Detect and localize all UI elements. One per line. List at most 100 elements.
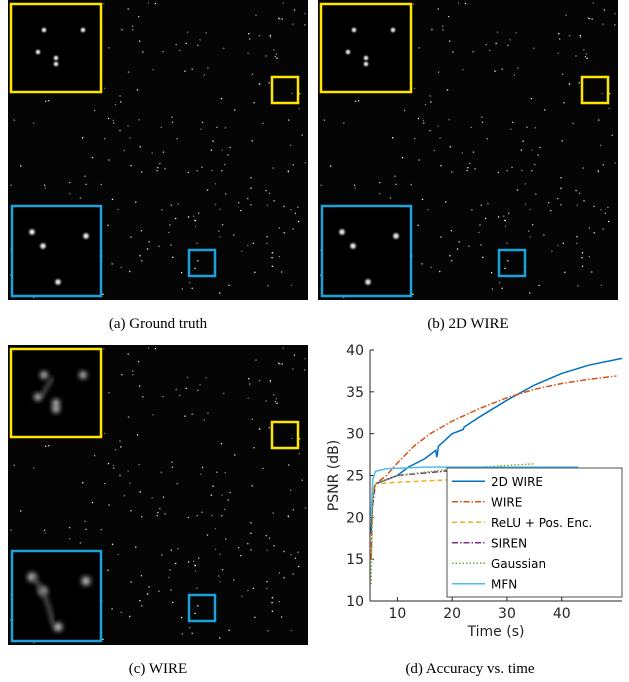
star: [157, 512, 158, 513]
star: [276, 398, 277, 399]
star: [254, 617, 255, 618]
y-axis-label: PSNR (dB): [326, 440, 342, 511]
star: [186, 388, 187, 389]
star: [491, 272, 492, 273]
star: [295, 213, 296, 214]
star: [581, 257, 582, 258]
star: [302, 135, 303, 136]
star: [379, 182, 380, 183]
star: [170, 589, 171, 590]
star: [234, 454, 235, 455]
star: [163, 151, 164, 152]
star: [279, 572, 280, 573]
star: [559, 38, 560, 39]
star: [228, 630, 229, 631]
star: [215, 204, 216, 205]
star: [297, 552, 298, 553]
star: [161, 209, 162, 210]
star: [294, 9, 295, 10]
legend-label: WIRE: [491, 495, 522, 509]
star: [586, 53, 587, 54]
star: [450, 146, 451, 147]
star: [156, 515, 157, 516]
star: [137, 89, 138, 90]
legend-label: Gaussian: [491, 557, 546, 571]
star: [247, 590, 248, 591]
star: [225, 538, 226, 539]
star: [135, 546, 136, 547]
star: [283, 551, 284, 552]
inset-star: [348, 241, 358, 251]
star: [479, 224, 480, 225]
star: [270, 380, 271, 381]
inset-star: [350, 26, 358, 34]
star: [448, 119, 449, 120]
star: [266, 243, 267, 244]
star: [439, 271, 440, 272]
star: [583, 49, 584, 50]
star: [240, 555, 241, 556]
star: [221, 149, 222, 150]
star: [392, 137, 393, 138]
star: [195, 220, 196, 221]
star: [291, 630, 292, 631]
star: [221, 443, 222, 444]
star: [188, 172, 189, 173]
star: [132, 371, 133, 372]
star: [593, 206, 594, 207]
star: [457, 248, 458, 249]
star: [279, 227, 280, 228]
star: [273, 394, 274, 395]
star: [593, 2, 594, 3]
star: [193, 216, 194, 217]
star: [507, 260, 508, 261]
star: [162, 396, 163, 397]
caption: (c) WIRE: [129, 661, 187, 677]
star: [104, 138, 105, 139]
star: [194, 613, 195, 614]
star: [279, 256, 280, 257]
star: [196, 243, 197, 244]
star: [582, 252, 583, 253]
star: [298, 221, 299, 222]
star: [124, 150, 125, 151]
star: [462, 152, 463, 153]
star: [112, 199, 113, 200]
x-tick-label: 30: [498, 606, 516, 622]
star: [265, 400, 266, 401]
star: [120, 446, 121, 447]
star: [177, 203, 178, 204]
star: [82, 482, 83, 483]
star: [248, 398, 249, 399]
star: [522, 140, 523, 141]
star: [551, 251, 552, 252]
star: [259, 380, 260, 381]
star: [197, 45, 198, 46]
star: [152, 152, 153, 153]
star: [250, 522, 251, 523]
star: [525, 183, 526, 184]
star: [225, 193, 226, 194]
star: [103, 348, 104, 349]
star: [234, 109, 235, 110]
star: [189, 627, 190, 628]
star: [119, 440, 120, 441]
star: [247, 245, 248, 246]
star: [103, 3, 104, 4]
star: [265, 55, 266, 56]
star: [252, 140, 253, 141]
star: [248, 53, 249, 54]
star: [186, 43, 187, 44]
star: [20, 165, 21, 166]
star: [530, 209, 531, 210]
star: [531, 98, 532, 99]
star: [195, 571, 196, 572]
star: [273, 49, 274, 50]
star: [293, 164, 294, 165]
star: [269, 538, 270, 539]
star: [112, 544, 113, 545]
star: [14, 120, 15, 121]
star: [168, 232, 169, 233]
star: [159, 163, 160, 164]
star: [132, 29, 133, 30]
